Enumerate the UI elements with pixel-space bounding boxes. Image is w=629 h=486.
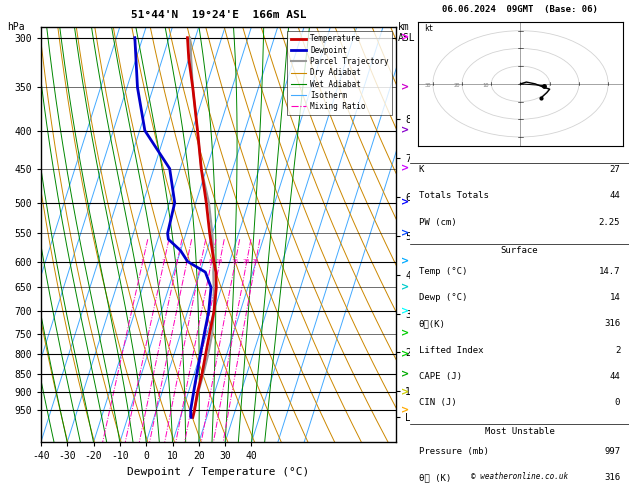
- Text: 0: 0: [615, 398, 620, 407]
- Text: 15: 15: [231, 259, 238, 264]
- Text: >: >: [401, 125, 409, 136]
- Text: 316: 316: [604, 319, 620, 329]
- Text: 25: 25: [252, 259, 259, 264]
- Text: 44: 44: [610, 372, 620, 381]
- Text: >: >: [401, 349, 409, 360]
- Legend: Temperature, Dewpoint, Parcel Trajectory, Dry Adiabat, Wet Adiabat, Isotherm, Mi: Temperature, Dewpoint, Parcel Trajectory…: [287, 31, 392, 115]
- Text: >: >: [401, 198, 409, 208]
- Text: Pressure (mb): Pressure (mb): [419, 447, 489, 456]
- Text: >: >: [401, 369, 409, 379]
- Text: 3: 3: [175, 259, 179, 264]
- Text: 30: 30: [424, 84, 431, 88]
- Text: >: >: [401, 329, 409, 339]
- Text: 06.06.2024  09GMT  (Base: 06): 06.06.2024 09GMT (Base: 06): [442, 5, 598, 14]
- Text: >: >: [401, 33, 409, 43]
- Text: © weatheronline.co.uk: © weatheronline.co.uk: [471, 472, 568, 481]
- Text: CIN (J): CIN (J): [419, 398, 457, 407]
- Text: >: >: [401, 83, 409, 92]
- Text: km
ASL: km ASL: [398, 22, 416, 43]
- Text: 2: 2: [615, 346, 620, 355]
- Text: 44: 44: [610, 191, 620, 201]
- Y-axis label: Mixing Ratio (g/kg): Mixing Ratio (g/kg): [427, 179, 437, 290]
- Text: θᴇ(K): θᴇ(K): [419, 319, 446, 329]
- X-axis label: Dewpoint / Temperature (°C): Dewpoint / Temperature (°C): [128, 467, 309, 477]
- Text: >: >: [401, 228, 409, 239]
- Text: Surface: Surface: [501, 246, 538, 256]
- Text: K: K: [419, 165, 424, 174]
- Text: 2: 2: [162, 259, 165, 264]
- Text: >: >: [401, 306, 409, 316]
- Text: Temp (°C): Temp (°C): [419, 267, 467, 276]
- Text: kt: kt: [424, 24, 433, 33]
- Text: 1: 1: [140, 259, 144, 264]
- Text: Dewp (°C): Dewp (°C): [419, 293, 467, 302]
- Text: 8: 8: [209, 259, 213, 264]
- Text: 6: 6: [199, 259, 203, 264]
- Text: 14.7: 14.7: [599, 267, 620, 276]
- Text: 20: 20: [242, 259, 250, 264]
- Text: 10: 10: [482, 84, 489, 88]
- Text: Most Unstable: Most Unstable: [484, 427, 555, 436]
- Text: Lifted Index: Lifted Index: [419, 346, 483, 355]
- Text: 27: 27: [610, 165, 620, 174]
- Text: >: >: [401, 257, 409, 266]
- Text: 997: 997: [604, 447, 620, 456]
- Text: 4: 4: [184, 259, 188, 264]
- Text: 10: 10: [216, 259, 223, 264]
- Text: >: >: [401, 282, 409, 293]
- Text: 20: 20: [454, 84, 460, 88]
- Text: >: >: [401, 387, 409, 398]
- Text: hPa: hPa: [8, 22, 25, 32]
- Text: Totals Totals: Totals Totals: [419, 191, 489, 201]
- Text: PW (cm): PW (cm): [419, 218, 457, 227]
- Text: >: >: [401, 405, 409, 415]
- Text: 316: 316: [604, 473, 620, 483]
- Text: CAPE (J): CAPE (J): [419, 372, 462, 381]
- Text: θᴇ (K): θᴇ (K): [419, 473, 451, 483]
- Text: 51°44'N  19°24'E  166m ASL: 51°44'N 19°24'E 166m ASL: [131, 11, 306, 20]
- Text: >: >: [401, 164, 409, 174]
- Text: 14: 14: [610, 293, 620, 302]
- Text: 2.25: 2.25: [599, 218, 620, 227]
